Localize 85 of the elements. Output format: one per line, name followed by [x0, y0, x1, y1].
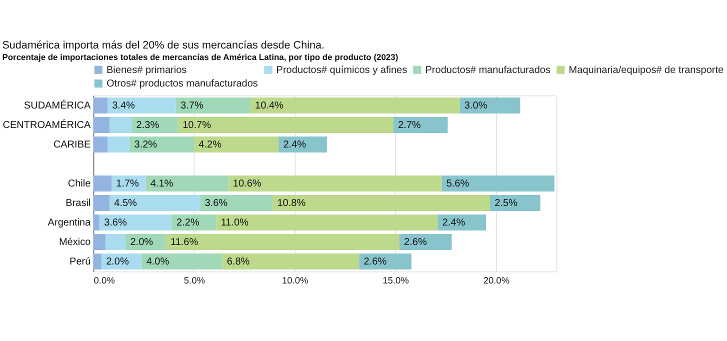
bar — [222, 254, 360, 270]
y-tick-label: Chile — [68, 178, 92, 190]
bar — [146, 175, 228, 192]
data-label: 2.0% — [106, 256, 129, 268]
chart-subtitle: Porcentaje de importaciones totales de mercancías de América Latina, por tipo de producto (2023) — [2, 52, 398, 62]
bar — [216, 214, 438, 231]
bar — [359, 254, 412, 270]
bar — [93, 136, 108, 152]
data-label: 4.2% — [198, 140, 222, 151]
data-label: 11.6% — [170, 237, 198, 248]
x-tick-label: 0.0% — [94, 275, 115, 286]
bar — [105, 234, 126, 250]
y-tick-label: México — [58, 237, 92, 248]
data-label: 3.6% — [204, 198, 228, 210]
data-label: 4.5% — [114, 198, 138, 210]
bar — [93, 97, 108, 114]
y-tick-label: SUDAMÉRICA — [24, 100, 91, 112]
data-label: 3.2% — [134, 140, 158, 151]
bar — [460, 97, 520, 114]
data-label: 6.8% — [226, 256, 250, 268]
data-label: 2.6% — [404, 237, 427, 248]
x-tick-label: 15.0% — [382, 275, 409, 286]
data-label: 5.6% — [446, 178, 470, 190]
data-label: 4.0% — [146, 256, 170, 268]
legend-label: Otros# productos manufacturados — [106, 78, 258, 90]
bar — [107, 136, 130, 152]
y-tick-label: Perú — [70, 256, 91, 268]
bar — [93, 175, 112, 192]
bar — [107, 97, 176, 114]
chart-title: Sudamérica importa más del 20% de sus mercancías desde China. — [2, 39, 325, 52]
data-label: 10.8% — [277, 198, 306, 210]
bar — [93, 234, 106, 250]
bar — [490, 195, 540, 211]
bar — [176, 97, 250, 114]
legend-label: Productos# manufacturados — [425, 64, 551, 76]
data-label: 2.5% — [494, 198, 518, 210]
bar — [99, 214, 172, 231]
data-label: 3.7% — [180, 100, 204, 112]
bar — [109, 195, 200, 211]
bar — [438, 214, 486, 231]
bar — [272, 195, 490, 211]
bar — [393, 116, 448, 133]
legend-label: Maquinaria/equipos# de transporte — [568, 64, 724, 76]
bar — [130, 136, 194, 152]
y-tick-label: Brasil — [66, 198, 91, 210]
data-label: 2.2% — [176, 218, 200, 229]
data-label: 2.6% — [364, 256, 387, 268]
bar — [442, 175, 554, 192]
bar — [178, 116, 394, 133]
legend-label: Productos# químicos y afines — [276, 64, 408, 76]
x-tick-label: 10.0% — [282, 275, 308, 286]
legend-label: Bienes# primarios — [106, 64, 187, 76]
bar — [142, 254, 222, 270]
bar — [132, 116, 178, 133]
data-label: 3.0% — [464, 100, 488, 112]
bar — [109, 116, 132, 133]
bar — [250, 97, 460, 114]
x-tick-label: 5.0% — [184, 275, 205, 286]
y-tick-label: Argentina — [48, 218, 92, 229]
y-tick-label: CENTROAMÉRICA — [2, 119, 91, 132]
data-label: 2.3% — [136, 120, 160, 132]
bar — [399, 234, 452, 250]
data-label: 2.4% — [283, 140, 306, 151]
bar — [93, 254, 102, 270]
bar — [93, 116, 110, 133]
bar — [93, 195, 110, 211]
data-label: 10.7% — [182, 120, 212, 132]
bar — [278, 136, 327, 152]
data-label: 3.6% — [104, 218, 127, 229]
x-tick-label: 20.0% — [483, 275, 510, 286]
data-label: 2.4% — [442, 218, 466, 229]
y-tick-label: CARIBE — [53, 140, 91, 151]
data-label: 3.4% — [112, 100, 136, 112]
bar — [166, 234, 400, 250]
bar — [194, 136, 279, 152]
bar — [228, 175, 442, 192]
bar — [93, 214, 100, 231]
data-label: 2.0% — [130, 237, 154, 248]
data-label: 2.7% — [398, 120, 421, 132]
data-label: 11.0% — [220, 218, 249, 229]
data-label: 4.1% — [150, 178, 174, 190]
data-label: 1.7% — [116, 178, 140, 190]
bar — [200, 195, 273, 211]
data-label: 10.6% — [232, 178, 262, 190]
data-label: 10.4% — [255, 100, 284, 112]
